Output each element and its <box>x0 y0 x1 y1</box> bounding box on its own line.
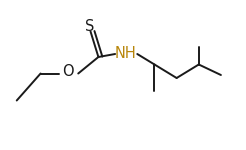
Text: NH: NH <box>115 46 136 62</box>
Text: O: O <box>62 64 74 79</box>
Text: S: S <box>85 19 94 34</box>
